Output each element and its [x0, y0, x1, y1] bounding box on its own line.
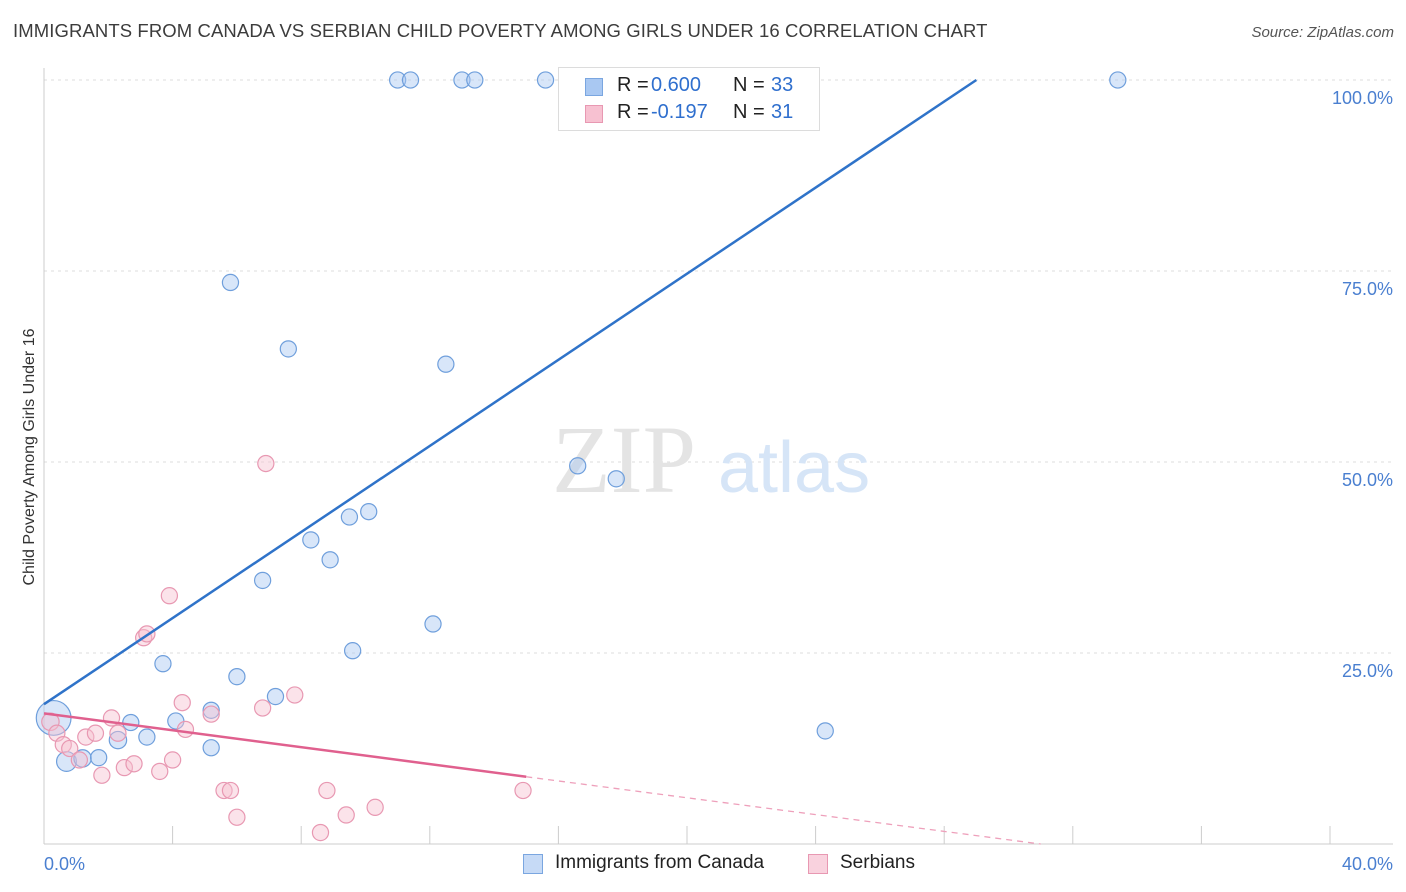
canada-point [816, 722, 834, 740]
bottom-legend: Immigrants from Canada Serbians [0, 852, 1406, 878]
serbian-point [86, 724, 105, 742]
serbian-point [221, 781, 240, 800]
canada-point [154, 655, 172, 673]
canada-point [536, 71, 555, 89]
serbian-point [215, 781, 233, 800]
y-axis-label: Child Poverty Among Girls Under 16 [21, 328, 38, 585]
serbian-point [514, 781, 532, 800]
legend-r-label: R = [617, 74, 649, 96]
trend-lines [43, 78, 1041, 845]
legend-r-value: 0.600 [651, 74, 702, 96]
serbian-point [109, 724, 127, 742]
serbian-point [125, 755, 143, 773]
serbian-point [163, 751, 182, 769]
serbian-point [318, 781, 336, 800]
canada-point [89, 749, 108, 767]
serbian-point [115, 758, 134, 777]
serbian-point [202, 705, 220, 723]
legend-n-value: 33 [771, 74, 794, 96]
serbian-point [151, 762, 169, 781]
canada-point [424, 615, 442, 633]
canada-point [253, 571, 272, 590]
serbian-point [286, 686, 304, 704]
source-label: Source: ZipAtlas.com [1251, 24, 1394, 41]
serbian-trend-extension [526, 776, 1041, 845]
canada-point [569, 457, 587, 475]
serbian-trend-line [43, 712, 527, 779]
serbian-point [337, 806, 355, 824]
legend-label-canada: Immigrants from Canada [555, 852, 765, 873]
x-tick-label: 0.0% [44, 854, 85, 874]
legend-swatch-canada [523, 854, 543, 874]
serbian-point [70, 751, 89, 769]
legend-label-serbians: Serbians [840, 852, 915, 873]
serbian-point [160, 587, 179, 605]
canada-point [437, 355, 455, 373]
canada-point [1109, 71, 1127, 89]
canada-point [388, 71, 407, 89]
canada-point [340, 508, 359, 526]
serbian-point [257, 454, 275, 473]
serbian-point [93, 766, 111, 784]
serbian-point [176, 720, 195, 739]
legend-n-value: 31 [771, 101, 794, 123]
gridlines [44, 79, 1393, 654]
serbian-point [173, 693, 191, 712]
legend-r-label: R = [617, 101, 649, 123]
legend-r-value: -0.197 [651, 101, 708, 123]
legend-n-label: N = [733, 101, 765, 123]
canada-point [138, 728, 156, 746]
canada-point [302, 531, 320, 549]
serbian-point [61, 739, 79, 758]
legend-swatch-canada [585, 78, 603, 96]
serbian-point [77, 728, 95, 746]
serbian-point [366, 798, 384, 816]
canada-point [122, 713, 140, 732]
x-tick-label: 40.0% [1342, 854, 1393, 874]
watermark: ZIP atlas [552, 406, 870, 513]
axes [43, 68, 1393, 845]
watermark-atlas: atlas [718, 428, 870, 508]
chart-title: IMMIGRANTS FROM CANADA VS SERBIAN CHILD … [13, 20, 988, 41]
tick-labels: 25.0% 50.0% 75.0% 100.0% 0.0% 40.0% [44, 88, 1393, 874]
canada-point [321, 551, 339, 569]
canada-point [401, 71, 420, 89]
canada-point [202, 739, 220, 757]
watermark-zip: ZIP [552, 406, 696, 513]
canada-trend-line [43, 78, 978, 706]
canada-point [266, 687, 285, 706]
canada-point [453, 71, 471, 89]
canada-point [228, 668, 246, 686]
y-tick-label: 100.0% [1332, 88, 1393, 108]
legend-n-label: N = [733, 74, 765, 96]
canada-point [279, 340, 297, 358]
y-tick-label: 25.0% [1342, 661, 1393, 681]
serbian-point [253, 699, 272, 717]
canada-point [108, 730, 128, 750]
y-tick-label: 75.0% [1342, 279, 1393, 299]
legend-box: R = 0.600 N = 33 R = -0.197 N = 31 [558, 67, 820, 131]
serbian-point [228, 808, 246, 826]
canada-point [202, 701, 220, 719]
canada-point [343, 642, 362, 660]
legend-swatch-serbians [808, 854, 828, 874]
canada-point [607, 470, 625, 488]
canada-point [466, 71, 484, 89]
canada-point [221, 273, 240, 292]
canada-point [360, 503, 378, 521]
serbian-point [311, 823, 330, 842]
y-tick-label: 50.0% [1342, 470, 1393, 490]
legend-swatch-serbians [585, 105, 603, 123]
